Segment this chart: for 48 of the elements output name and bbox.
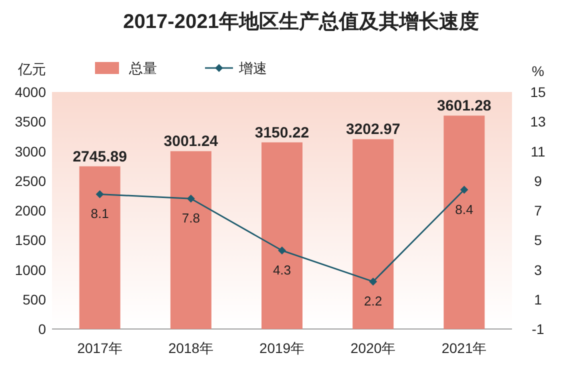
- point: [278, 246, 286, 254]
- y2-tick-label: -1: [532, 321, 544, 337]
- y-tick-label: 3500: [14, 114, 46, 130]
- y2-tick-label: 9: [534, 172, 542, 189]
- legend-label: 增速: [238, 60, 267, 76]
- x-tick-label: 2017年: [77, 340, 122, 356]
- y-tick-label: 500: [22, 291, 46, 308]
- y2-tick-label: 1: [534, 291, 542, 308]
- y-tick-label: 2500: [14, 172, 46, 189]
- bar: [444, 116, 485, 329]
- y-tick-label: 0: [38, 321, 46, 337]
- y-tick-label: 1000: [14, 262, 46, 278]
- data-label: 3202.97: [346, 121, 400, 138]
- bar: [79, 166, 120, 329]
- y2-tick-label: 13: [530, 114, 546, 130]
- y-tick-label: 1500: [14, 232, 46, 248]
- x-tick-label: 2020年: [350, 340, 396, 356]
- data-label: 7.8: [182, 210, 200, 226]
- data-label: 8.4: [455, 202, 474, 217]
- y-tick-label: 2000: [14, 202, 46, 218]
- data-label: 2745.89: [72, 148, 127, 166]
- y-tick-label: 4000: [14, 84, 46, 100]
- legend-label: 总量: [128, 60, 157, 76]
- chart-title: 2017-2021年地区生产总值及其增长速度: [123, 10, 479, 33]
- point: [186, 194, 195, 203]
- data-label: 4.3: [272, 262, 292, 278]
- y-axis-title: 亿元: [17, 61, 46, 77]
- y2-tick-label: 11: [530, 143, 546, 160]
- point: [460, 186, 468, 194]
- y2-axis-title: %: [532, 63, 544, 79]
- point: [96, 190, 104, 198]
- x-tick-label: 2019年: [259, 340, 305, 356]
- data-label: 8.1: [90, 206, 109, 222]
- y-tick-label: 3000: [14, 143, 46, 160]
- data-label: 3601.28: [437, 98, 492, 115]
- x-tick-label: 2018年: [168, 340, 214, 356]
- bar: [170, 151, 212, 329]
- y2-tick-label: 3: [534, 262, 542, 278]
- data-label: 3150.22: [254, 124, 310, 142]
- point: [369, 278, 378, 286]
- y2-tick-label: 15: [530, 84, 546, 100]
- x-tick-label: 2021年: [442, 340, 487, 356]
- data-label: 3001.24: [164, 133, 219, 150]
- y2-tick-label: 5: [534, 232, 542, 248]
- bar: [352, 139, 394, 329]
- bar: [262, 142, 302, 329]
- y2-tick-label: 7: [534, 202, 542, 218]
- data-label: 2.2: [364, 294, 382, 309]
